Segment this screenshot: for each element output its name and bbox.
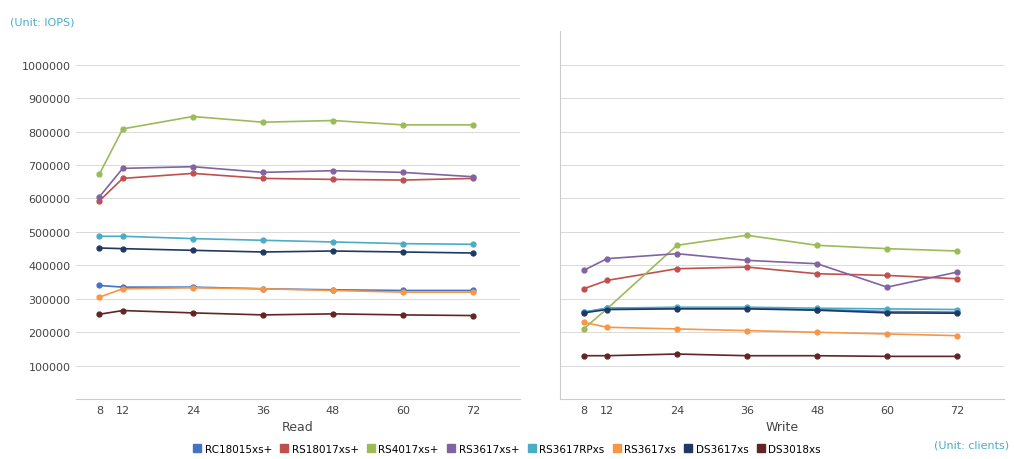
Text: (Unit: clients): (Unit: clients) [934, 440, 1009, 450]
X-axis label: Write: Write [766, 420, 799, 433]
X-axis label: Read: Read [282, 420, 313, 433]
Text: (Unit: IOPS): (Unit: IOPS) [10, 17, 75, 28]
Legend: RC18015xs+, RS18017xs+, RS4017xs+, RS3617xs+, RS3617RPxs, RS3617xs, DS3617xs, DS: RC18015xs+, RS18017xs+, RS4017xs+, RS361… [194, 444, 820, 454]
